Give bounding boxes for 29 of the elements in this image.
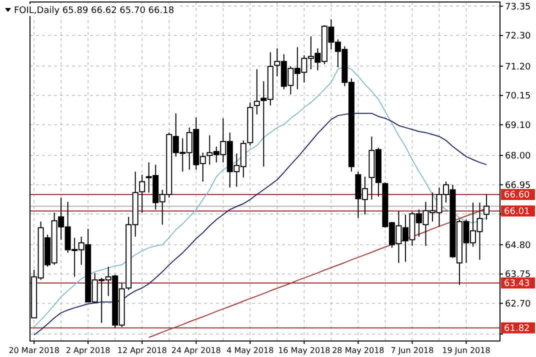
y-tick-label: 62.70: [505, 299, 532, 310]
candlestick: [483, 193, 490, 220]
x-tick-label: 28 May 2018: [332, 346, 384, 355]
x-tick-label: 20 Mar 2018: [8, 346, 60, 355]
y-tick-label: 73.35: [505, 2, 531, 12]
x-tick-label: 12 Apr 2018: [117, 346, 167, 355]
x-tick-label: 4 May 2018: [226, 346, 274, 355]
candlestick: [139, 174, 146, 214]
ref-line-label: 61.82: [504, 324, 530, 334]
ref-line-label: 66.01: [504, 207, 530, 218]
x-tick-label: 24 Apr 2018: [171, 346, 221, 355]
chart-title: FOIL,Daily 65.89 66.62 65.70 66.18: [14, 6, 174, 16]
x-tick-label: 16 May 2018: [278, 346, 330, 355]
candlestick: [254, 68, 260, 115]
y-tick-label: 71.20: [505, 62, 532, 72]
y-tick-label: 63.75: [505, 270, 531, 280]
x-tick-label: 19 Jun 2018: [442, 346, 490, 355]
x-tick-label: 2 Apr 2018: [66, 346, 110, 355]
y-tick-label: 64.80: [505, 240, 532, 251]
line-series: [34, 112, 487, 336]
y-tick-label: 70.15: [505, 92, 531, 102]
ref-line-label: 66.60: [504, 190, 530, 201]
y-tick-label: 69.10: [505, 120, 532, 131]
line-series: [34, 66, 487, 328]
ref-line-label: 63.43: [504, 279, 530, 290]
y-tick-label: 68.00: [505, 152, 532, 162]
x-tick-label: 7 Jun 2018: [390, 346, 434, 355]
y-tick-label: 72.30: [505, 32, 532, 42]
y-tick-label: 66.95: [505, 180, 531, 191]
